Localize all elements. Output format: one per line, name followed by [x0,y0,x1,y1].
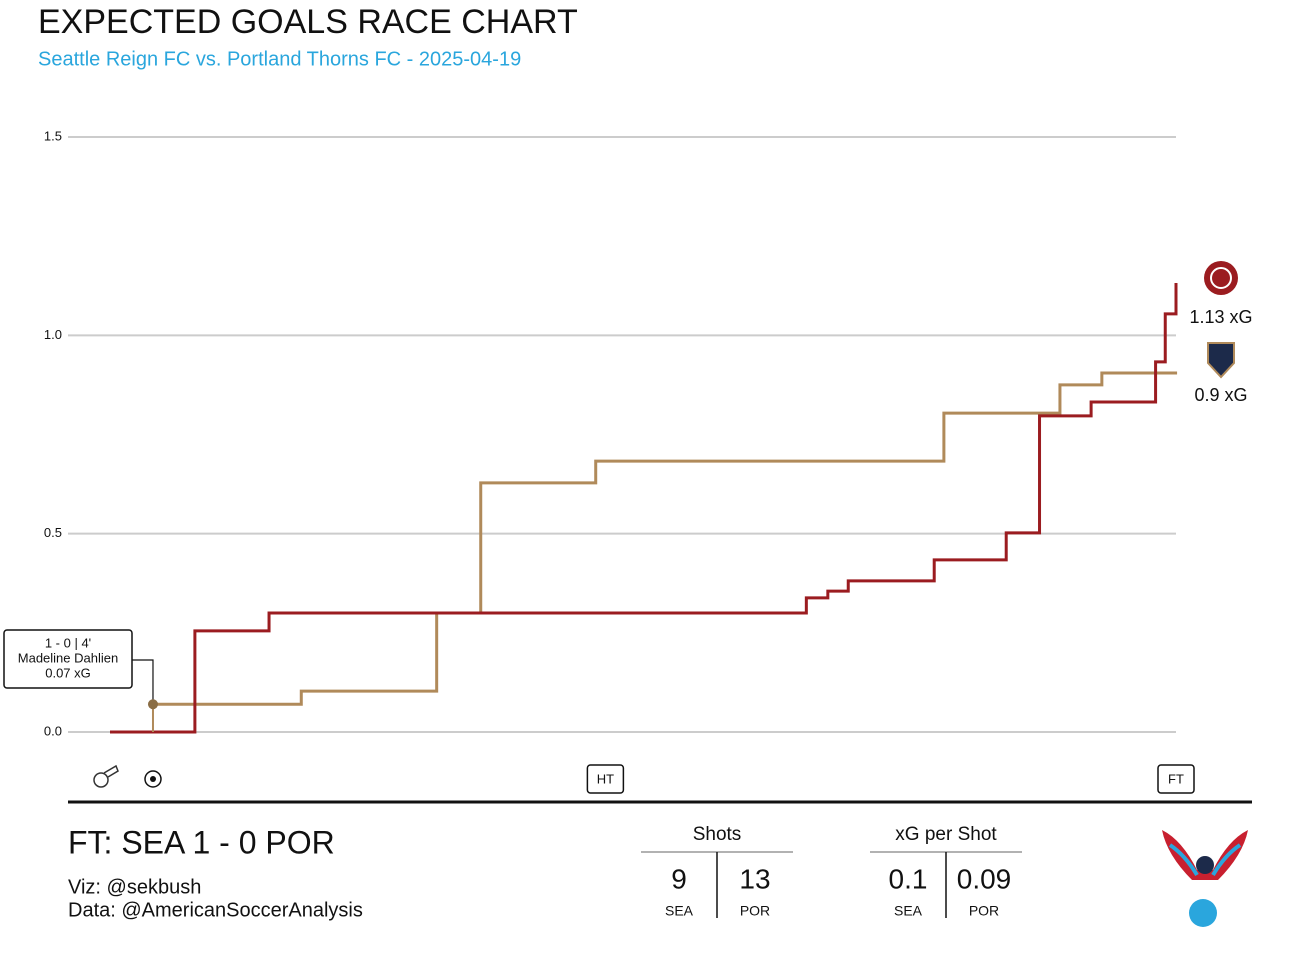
stat-title: Shots [693,824,742,845]
chart-subtitle: Seattle Reign FC vs. Portland Thorns FC … [38,48,521,70]
goal-leader [132,659,154,705]
xg-line [110,282,1178,734]
goal-box [3,629,133,689]
ball-icon [144,770,162,788]
y-tick-label: 1.5 [44,128,62,143]
seattle-logo [1207,342,1235,379]
viz-credit: Viz: @sekbush [68,876,201,898]
stat-home: 0.1 [889,863,928,894]
end-label: 1.13 xG [1189,307,1252,327]
marker-box [586,764,625,794]
marker-label: FT [1168,771,1184,786]
y-tick-label: 1.0 [44,327,62,342]
end-label: 0.9 xG [1194,385,1247,405]
goal-dot [147,699,158,710]
portland-logo [1204,261,1238,295]
goal-xg: 0.07 xG [45,665,91,680]
marker-box [1157,764,1195,794]
y-tick-label: 0.5 [44,525,62,540]
goal-score: 1 - 0 | 4' [45,635,91,650]
stat-away: 13 [739,863,770,894]
xg-line [152,371,1178,706]
y-tick-label: 0.0 [44,723,62,738]
stat-home-team: SEA [665,903,694,919]
marker-label: HT [597,771,614,786]
result: FT: SEA 1 - 0 POR [68,824,335,860]
stat-away-team: POR [969,903,999,919]
stat-away: 0.09 [957,863,1012,894]
stat-title: xG per Shot [895,824,997,845]
chart-title: EXPECTED GOALS RACE CHART [38,3,578,41]
asa-logo [1162,830,1248,927]
data-credit: Data: @AmericanSoccerAnalysis [68,899,363,921]
goal-player: Madeline Dahlien [18,650,118,665]
stat-home: 9 [671,863,687,894]
whistle-icon [93,764,119,788]
stat-away-team: POR [740,903,770,919]
stat-home-team: SEA [894,903,923,919]
